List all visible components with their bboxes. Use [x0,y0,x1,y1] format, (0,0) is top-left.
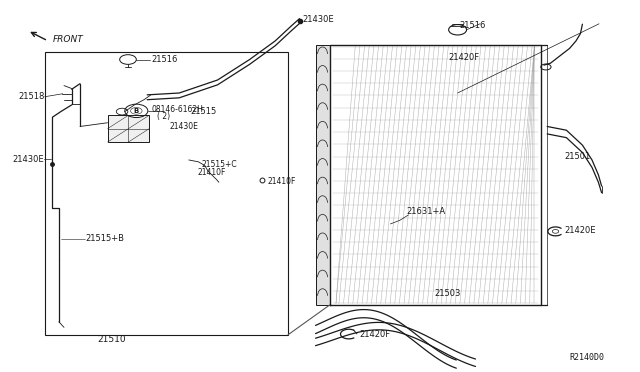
Text: 21631+A: 21631+A [406,207,445,216]
Text: FRONT: FRONT [52,35,83,44]
Text: 21515+B: 21515+B [85,234,124,243]
Text: 21410F: 21410F [268,177,296,186]
Text: 21430E: 21430E [170,122,198,131]
Text: 21518: 21518 [19,92,45,101]
Text: 21516: 21516 [152,55,178,64]
Text: 21430E: 21430E [302,15,333,24]
Bar [108,115,149,142]
Text: B: B [134,108,139,114]
Text: 21420F: 21420F [360,330,391,339]
Text: ( 2): ( 2) [157,112,170,121]
Text: 21515: 21515 [191,107,217,116]
Text: 08146-6162H: 08146-6162H [152,105,204,114]
Text: R2140D0: R2140D0 [570,353,605,362]
Text: 21515+C: 21515+C [202,160,237,169]
Bar [45,52,288,335]
Text: 21420F: 21420F [448,53,479,62]
Text: 21410F: 21410F [197,169,225,177]
Text: 21510: 21510 [98,335,126,344]
Bar [316,45,330,305]
Text: 21420E: 21420E [564,226,596,235]
Text: 21503: 21503 [434,289,460,298]
Text: 21501: 21501 [564,153,591,161]
Text: 21430E: 21430E [12,155,44,164]
Text: 21516: 21516 [460,21,486,30]
